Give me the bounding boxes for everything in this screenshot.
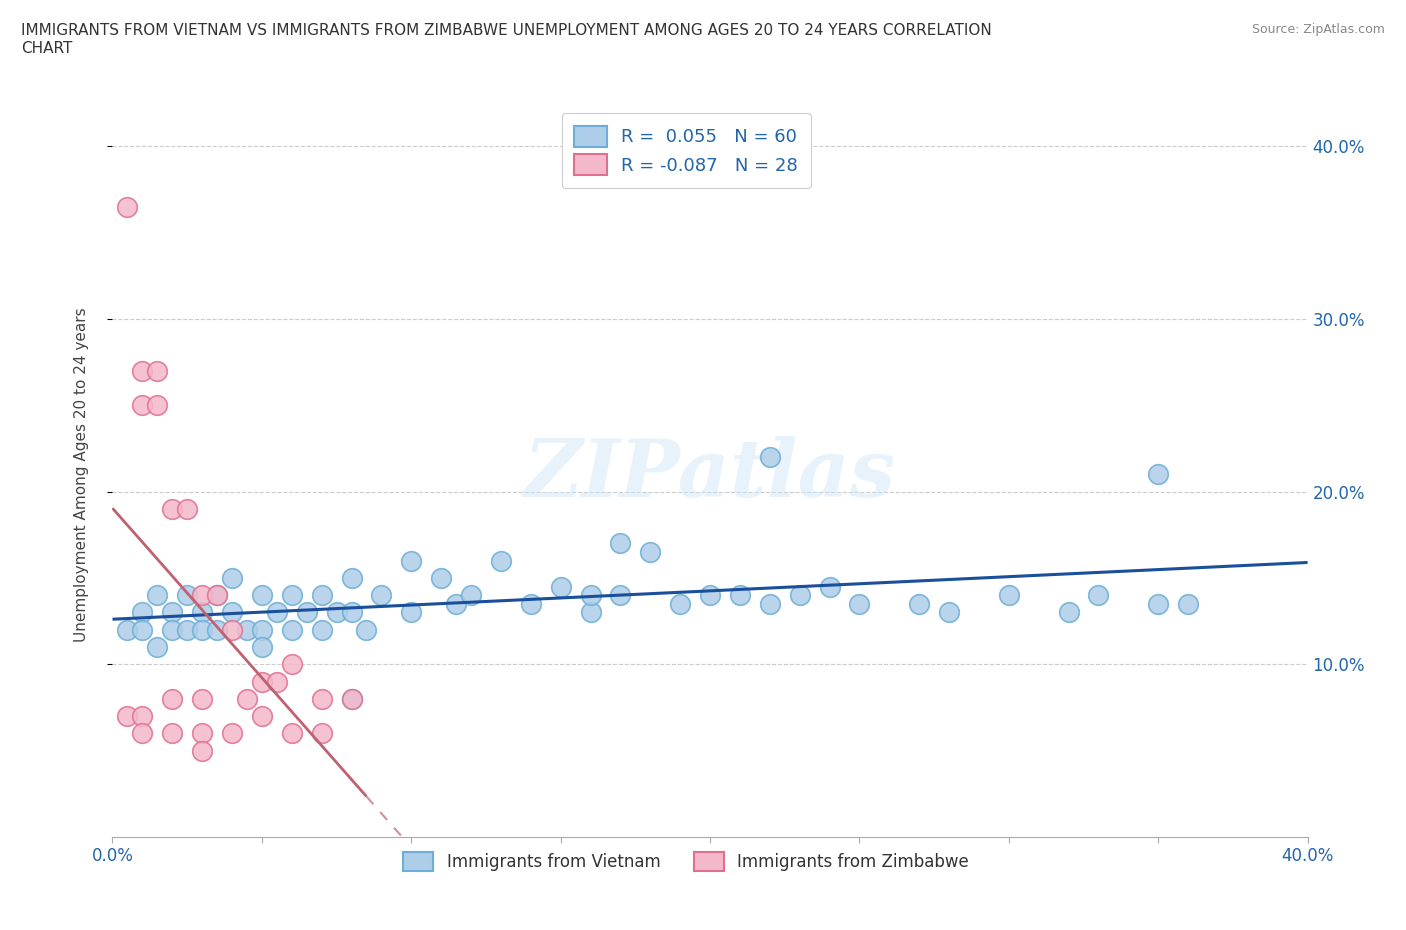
Point bbox=[176, 622, 198, 637]
Point bbox=[356, 622, 378, 637]
Point bbox=[266, 674, 288, 689]
Point bbox=[818, 579, 841, 594]
Point bbox=[191, 588, 214, 603]
Point bbox=[250, 674, 273, 689]
Point bbox=[131, 364, 153, 379]
Point bbox=[281, 726, 304, 741]
Point bbox=[848, 596, 870, 611]
Point bbox=[162, 622, 183, 637]
Point bbox=[609, 536, 631, 551]
Text: IMMIGRANTS FROM VIETNAM VS IMMIGRANTS FROM ZIMBABWE UNEMPLOYMENT AMONG AGES 20 T: IMMIGRANTS FROM VIETNAM VS IMMIGRANTS FR… bbox=[21, 23, 991, 56]
Point bbox=[1147, 467, 1170, 482]
Point bbox=[266, 605, 288, 620]
Point bbox=[340, 691, 363, 706]
Point bbox=[1087, 588, 1109, 603]
Point bbox=[236, 691, 259, 706]
Y-axis label: Unemployment Among Ages 20 to 24 years: Unemployment Among Ages 20 to 24 years bbox=[75, 307, 89, 642]
Point bbox=[728, 588, 751, 603]
Point bbox=[281, 622, 304, 637]
Point bbox=[162, 501, 183, 516]
Point bbox=[370, 588, 392, 603]
Point bbox=[221, 605, 243, 620]
Point bbox=[162, 726, 183, 741]
Point bbox=[117, 199, 139, 214]
Point bbox=[131, 709, 153, 724]
Point bbox=[146, 588, 169, 603]
Point bbox=[191, 743, 214, 758]
Point bbox=[117, 709, 139, 724]
Point bbox=[250, 709, 273, 724]
Point bbox=[191, 622, 214, 637]
Point bbox=[609, 588, 631, 603]
Point bbox=[176, 588, 198, 603]
Point bbox=[281, 657, 304, 671]
Point bbox=[250, 640, 273, 655]
Point bbox=[789, 588, 811, 603]
Point bbox=[401, 553, 423, 568]
Point bbox=[579, 605, 602, 620]
Point bbox=[191, 605, 214, 620]
Point bbox=[191, 691, 214, 706]
Point bbox=[146, 364, 169, 379]
Point bbox=[205, 588, 228, 603]
Point bbox=[759, 596, 782, 611]
Point bbox=[699, 588, 721, 603]
Legend: Immigrants from Vietnam, Immigrants from Zimbabwe: Immigrants from Vietnam, Immigrants from… bbox=[395, 844, 977, 880]
Point bbox=[191, 726, 214, 741]
Point bbox=[162, 691, 183, 706]
Point bbox=[311, 622, 333, 637]
Point bbox=[340, 570, 363, 585]
Point bbox=[221, 622, 243, 637]
Point bbox=[250, 588, 273, 603]
Text: Source: ZipAtlas.com: Source: ZipAtlas.com bbox=[1251, 23, 1385, 36]
Point bbox=[1177, 596, 1199, 611]
Point bbox=[176, 501, 198, 516]
Point bbox=[146, 398, 169, 413]
Point bbox=[340, 691, 363, 706]
Point bbox=[311, 691, 333, 706]
Point bbox=[579, 588, 602, 603]
Point bbox=[1057, 605, 1080, 620]
Point bbox=[489, 553, 512, 568]
Point bbox=[430, 570, 453, 585]
Point bbox=[325, 605, 347, 620]
Point bbox=[908, 596, 931, 611]
Point bbox=[640, 545, 662, 560]
Point bbox=[131, 605, 153, 620]
Point bbox=[295, 605, 318, 620]
Point bbox=[759, 449, 782, 464]
Point bbox=[205, 588, 228, 603]
Point bbox=[205, 622, 228, 637]
Point bbox=[250, 622, 273, 637]
Point bbox=[236, 622, 259, 637]
Point bbox=[1147, 596, 1170, 611]
Point bbox=[460, 588, 482, 603]
Point bbox=[221, 726, 243, 741]
Point bbox=[131, 398, 153, 413]
Point bbox=[131, 726, 153, 741]
Point bbox=[311, 588, 333, 603]
Point bbox=[221, 570, 243, 585]
Point bbox=[550, 579, 572, 594]
Point bbox=[938, 605, 960, 620]
Point bbox=[146, 640, 169, 655]
Point bbox=[131, 622, 153, 637]
Point bbox=[162, 605, 183, 620]
Point bbox=[669, 596, 692, 611]
Point bbox=[281, 588, 304, 603]
Point bbox=[520, 596, 543, 611]
Point bbox=[117, 622, 139, 637]
Point bbox=[444, 596, 467, 611]
Point bbox=[998, 588, 1021, 603]
Point bbox=[311, 726, 333, 741]
Point bbox=[340, 605, 363, 620]
Point bbox=[401, 605, 423, 620]
Text: ZIPatlas: ZIPatlas bbox=[524, 435, 896, 513]
